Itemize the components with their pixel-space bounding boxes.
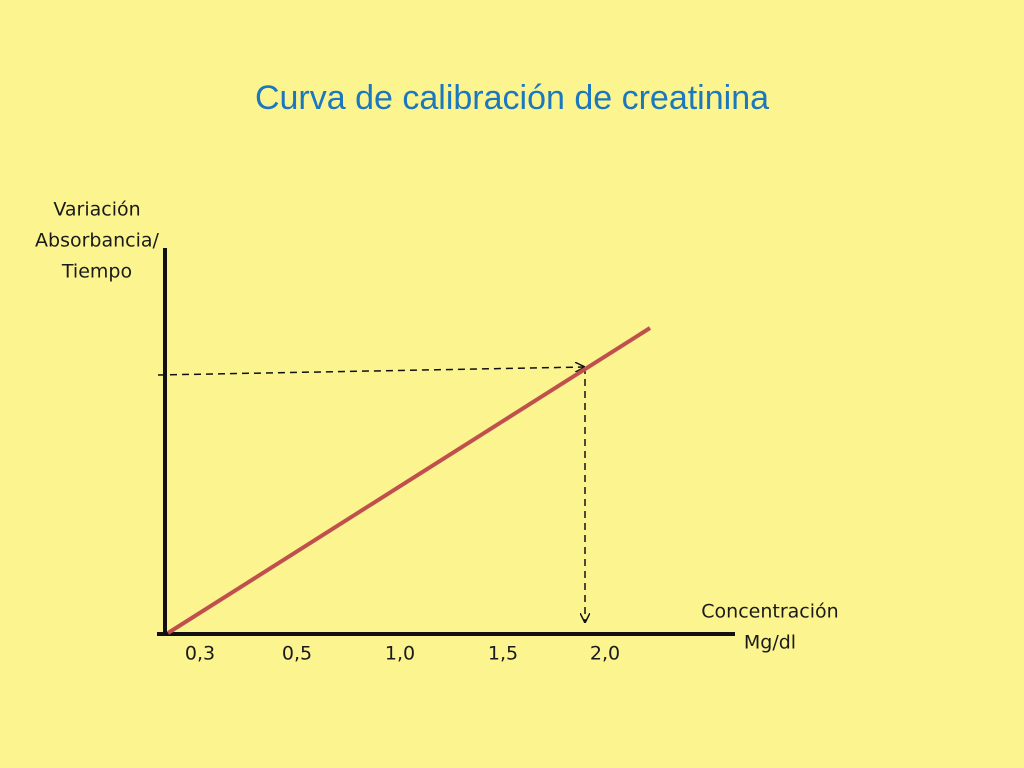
x-axis-label: Concentración	[701, 601, 838, 623]
y-axis-label: Variación	[53, 199, 140, 221]
calibration-line	[166, 326, 652, 635]
x-tick-label: 0,5	[282, 643, 312, 665]
title: Curva de calibración de creatinina	[255, 79, 769, 117]
y-axis-label: Tiempo	[61, 261, 132, 283]
x-tick-label: 1,5	[488, 643, 518, 665]
x-axis-label: Mg/dl	[744, 632, 796, 654]
dashed-guide	[157, 367, 584, 376]
x-tick-label: 2,0	[590, 643, 620, 665]
x-tick-label: 0,3	[185, 643, 215, 665]
y-axis-label: Absorbancia/	[35, 230, 160, 252]
x-tick-label: 1,0	[385, 643, 415, 665]
